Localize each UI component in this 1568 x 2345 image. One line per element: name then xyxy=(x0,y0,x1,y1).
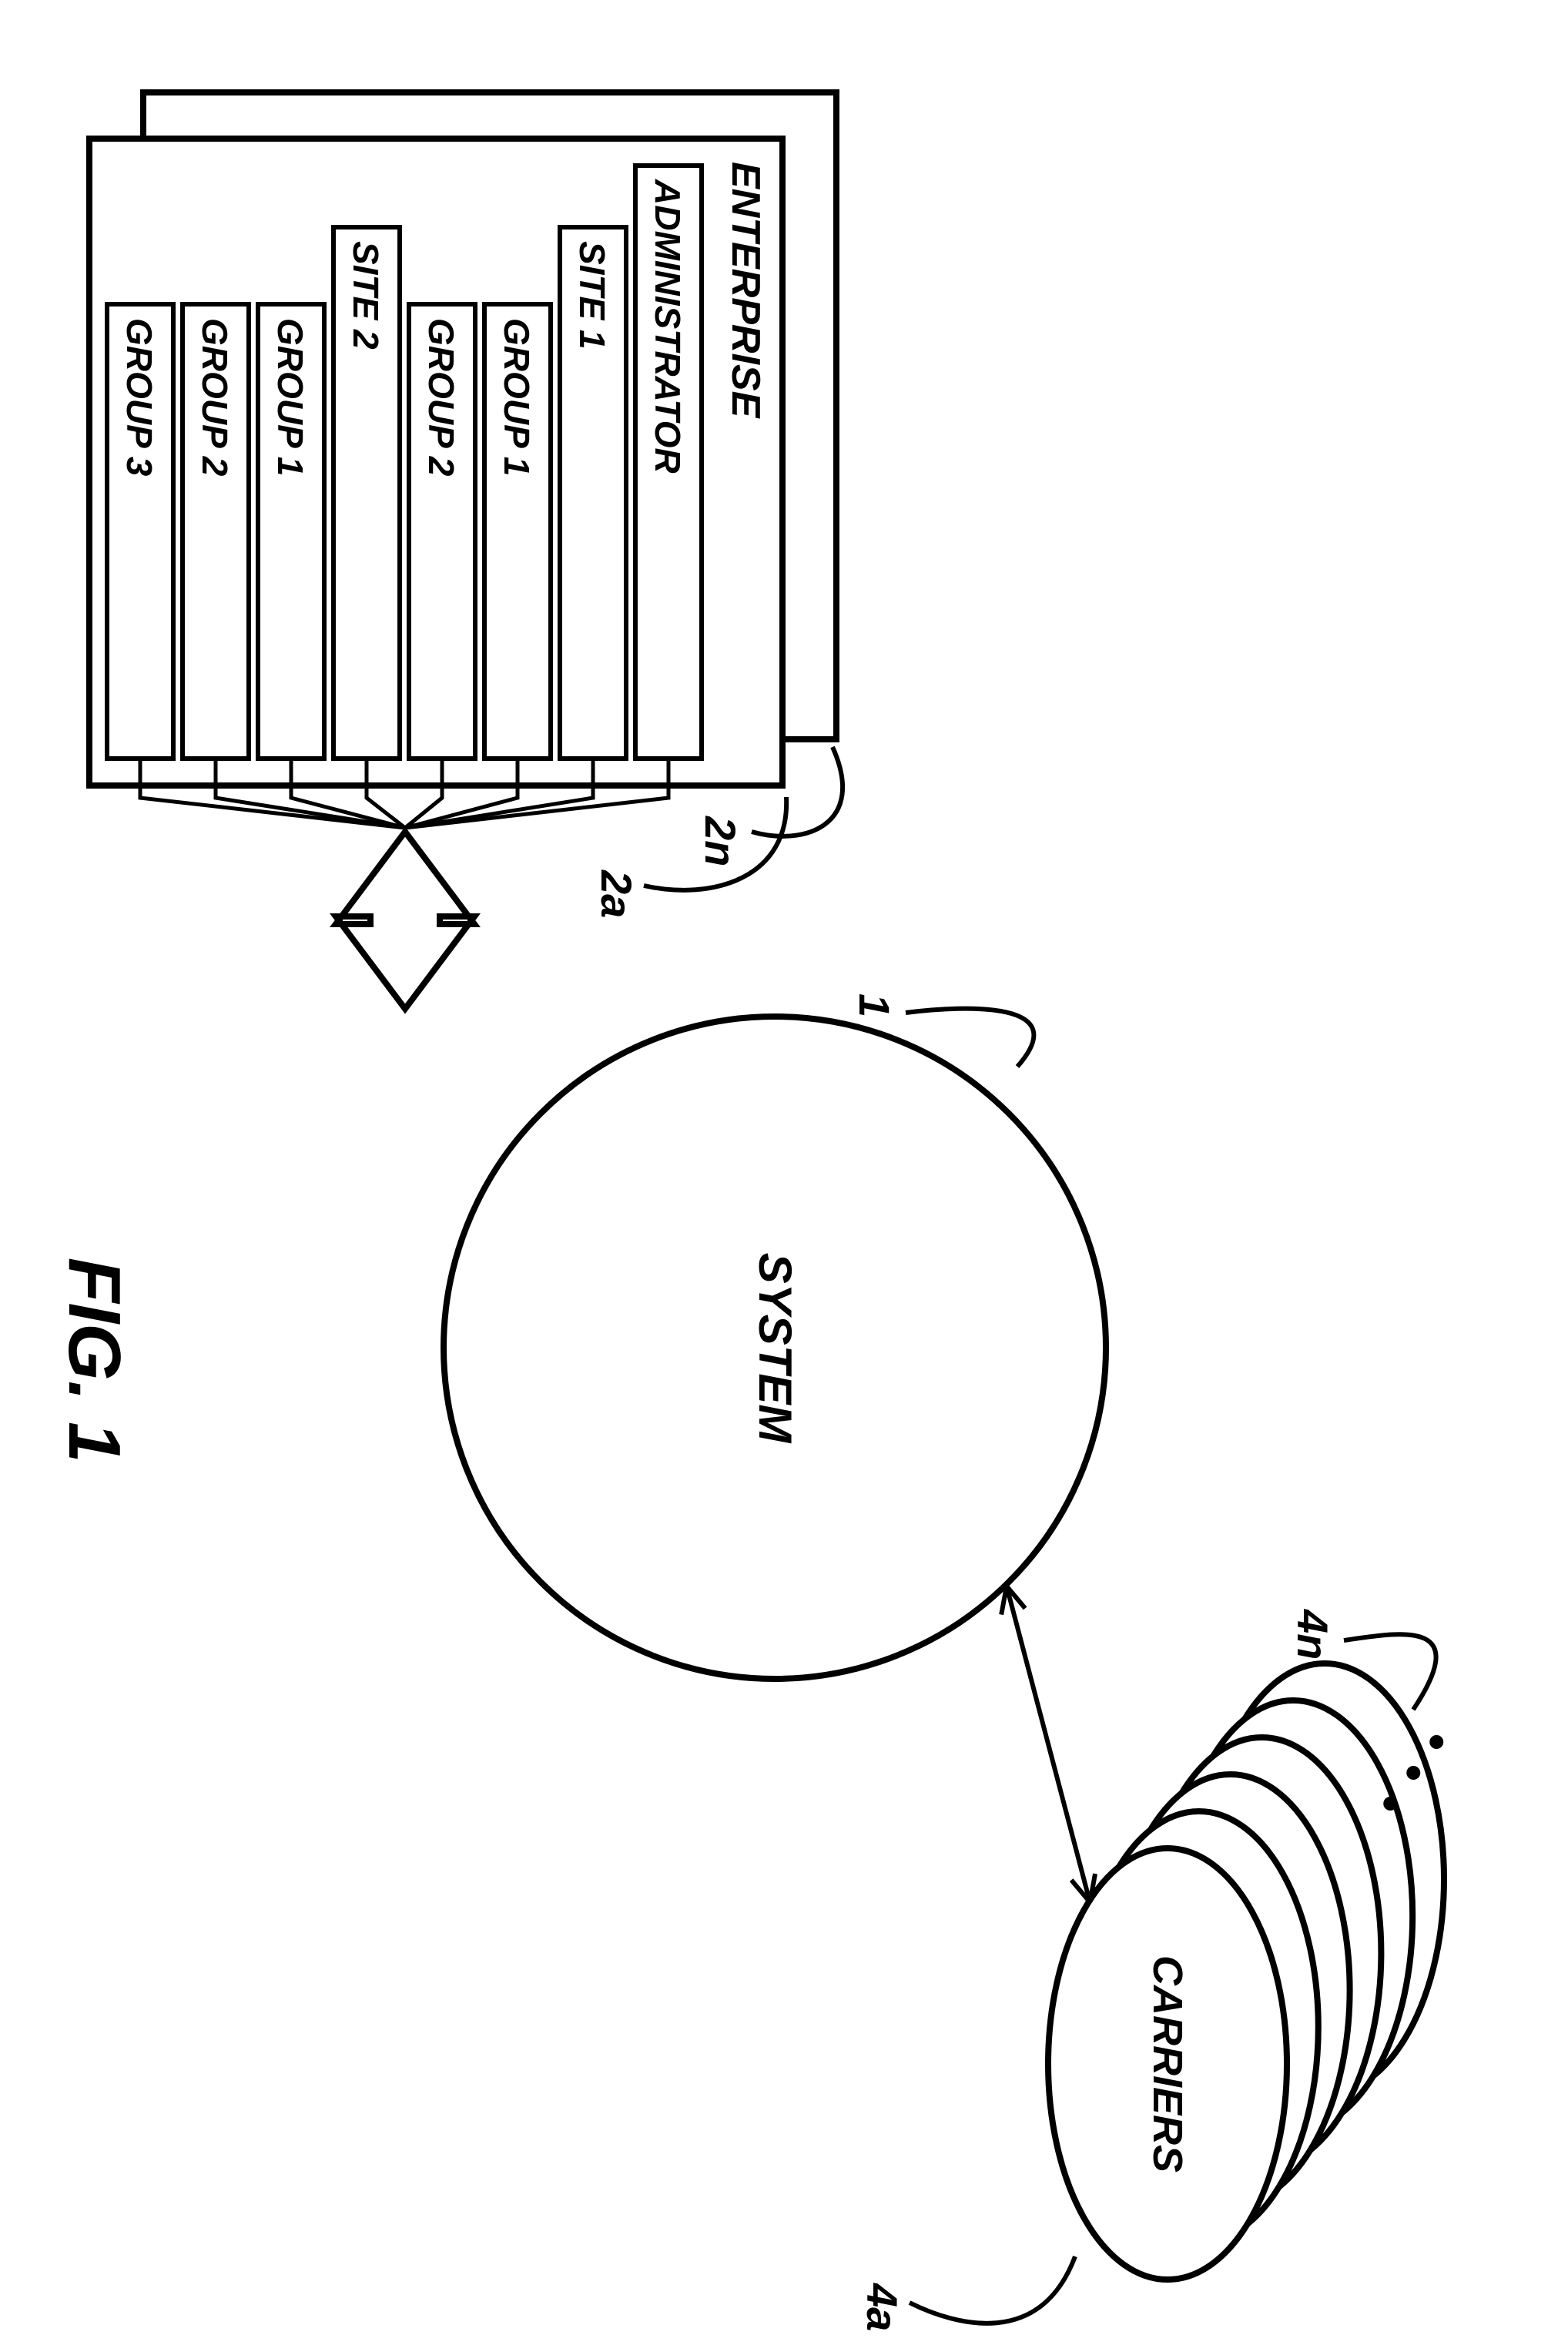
double-arrow-large xyxy=(336,832,474,1009)
enterprise-row-label: GROUP 2 xyxy=(195,318,235,477)
system-label: SYSTEM xyxy=(749,1253,801,1445)
ref-2n: 2n xyxy=(696,816,745,866)
double-arrow-thin xyxy=(1007,1586,1090,1902)
leader-4a xyxy=(910,2256,1075,2323)
ref-4a: 4a xyxy=(858,2283,906,2331)
ref-2a: 2a xyxy=(592,869,641,918)
enterprise-row-label: GROUP 1 xyxy=(270,318,310,476)
enterprise-row-label: GROUP 3 xyxy=(119,318,159,477)
figure-label: FIG. 1 xyxy=(53,1258,136,1463)
ellipsis-dot xyxy=(1429,1735,1443,1749)
ref-4n: 4n xyxy=(1288,1609,1337,1660)
enterprise-row-label: GROUP 2 xyxy=(421,318,461,477)
carriers-label: CARRIERS xyxy=(1144,1955,1191,2172)
ellipsis-dot xyxy=(1383,1797,1397,1811)
ellipsis-dot xyxy=(1406,1766,1420,1780)
enterprise-row-label: GROUP 1 xyxy=(497,318,537,476)
enterprise-row-label: ADMINISTRATOR xyxy=(648,179,688,474)
enterprise-title: ENTERPRISE xyxy=(723,162,768,419)
diagram-canvas: ENTERPRISE ADMINISTRATOR SITE 1 GROUP 1 GROU… xyxy=(0,0,1568,2345)
ref-1: 1 xyxy=(850,993,899,1017)
enterprise-row-label: SITE 2 xyxy=(346,241,386,350)
enterprise-row-label: SITE 1 xyxy=(572,241,612,350)
